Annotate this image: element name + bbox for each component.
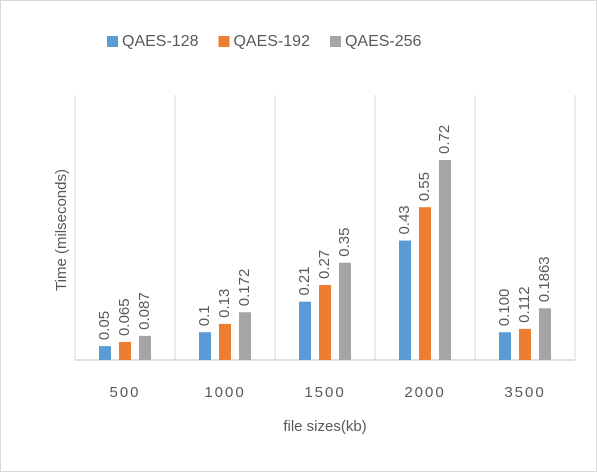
x-tick-label: 1500 xyxy=(304,384,345,401)
legend-swatch xyxy=(107,36,118,47)
data-label: 0.1863 xyxy=(536,256,553,302)
data-label: 0.72 xyxy=(436,125,453,154)
data-label: 0.1 xyxy=(196,305,213,326)
x-tick-label: 1000 xyxy=(204,384,245,401)
bar xyxy=(539,308,551,360)
bar xyxy=(519,328,531,360)
legend-label: QAES-128 xyxy=(122,33,199,50)
data-label: 0.100 xyxy=(496,289,513,327)
data-label: 0.43 xyxy=(396,205,413,234)
data-label: 0.065 xyxy=(116,298,133,336)
legend-swatch xyxy=(329,36,341,47)
data-label: 0.112 xyxy=(516,286,533,322)
legend-label: QAES-256 xyxy=(345,33,422,50)
data-label: 0.21 xyxy=(296,266,313,295)
bar xyxy=(299,301,311,360)
data-label: 0.55 xyxy=(416,172,433,201)
x-tick-label: 2000 xyxy=(404,384,445,401)
bar xyxy=(99,346,111,360)
bar xyxy=(239,312,251,360)
bar xyxy=(139,335,151,360)
bar xyxy=(219,323,231,360)
x-tick-label: 500 xyxy=(109,384,140,401)
data-label: 0.27 xyxy=(316,250,333,279)
y-axis-title: Time (milseconds) xyxy=(53,169,70,291)
data-label: 0.35 xyxy=(336,228,353,257)
legend-label: QAES-192 xyxy=(233,33,310,50)
bar xyxy=(339,262,351,360)
data-label: 0.087 xyxy=(136,292,153,330)
bar xyxy=(419,207,431,360)
data-label: 0.13 xyxy=(216,289,233,318)
legend-swatch xyxy=(218,36,230,47)
bar xyxy=(399,240,411,360)
bar xyxy=(439,160,451,360)
data-label: 0.172 xyxy=(236,269,253,307)
x-axis-title: file sizes(kb) xyxy=(283,418,366,435)
bar xyxy=(499,332,511,360)
bar xyxy=(319,285,331,360)
data-label: 0.05 xyxy=(96,311,113,340)
bar xyxy=(119,341,131,360)
x-tick-label: 3500 xyxy=(504,384,545,401)
bar xyxy=(199,332,211,360)
